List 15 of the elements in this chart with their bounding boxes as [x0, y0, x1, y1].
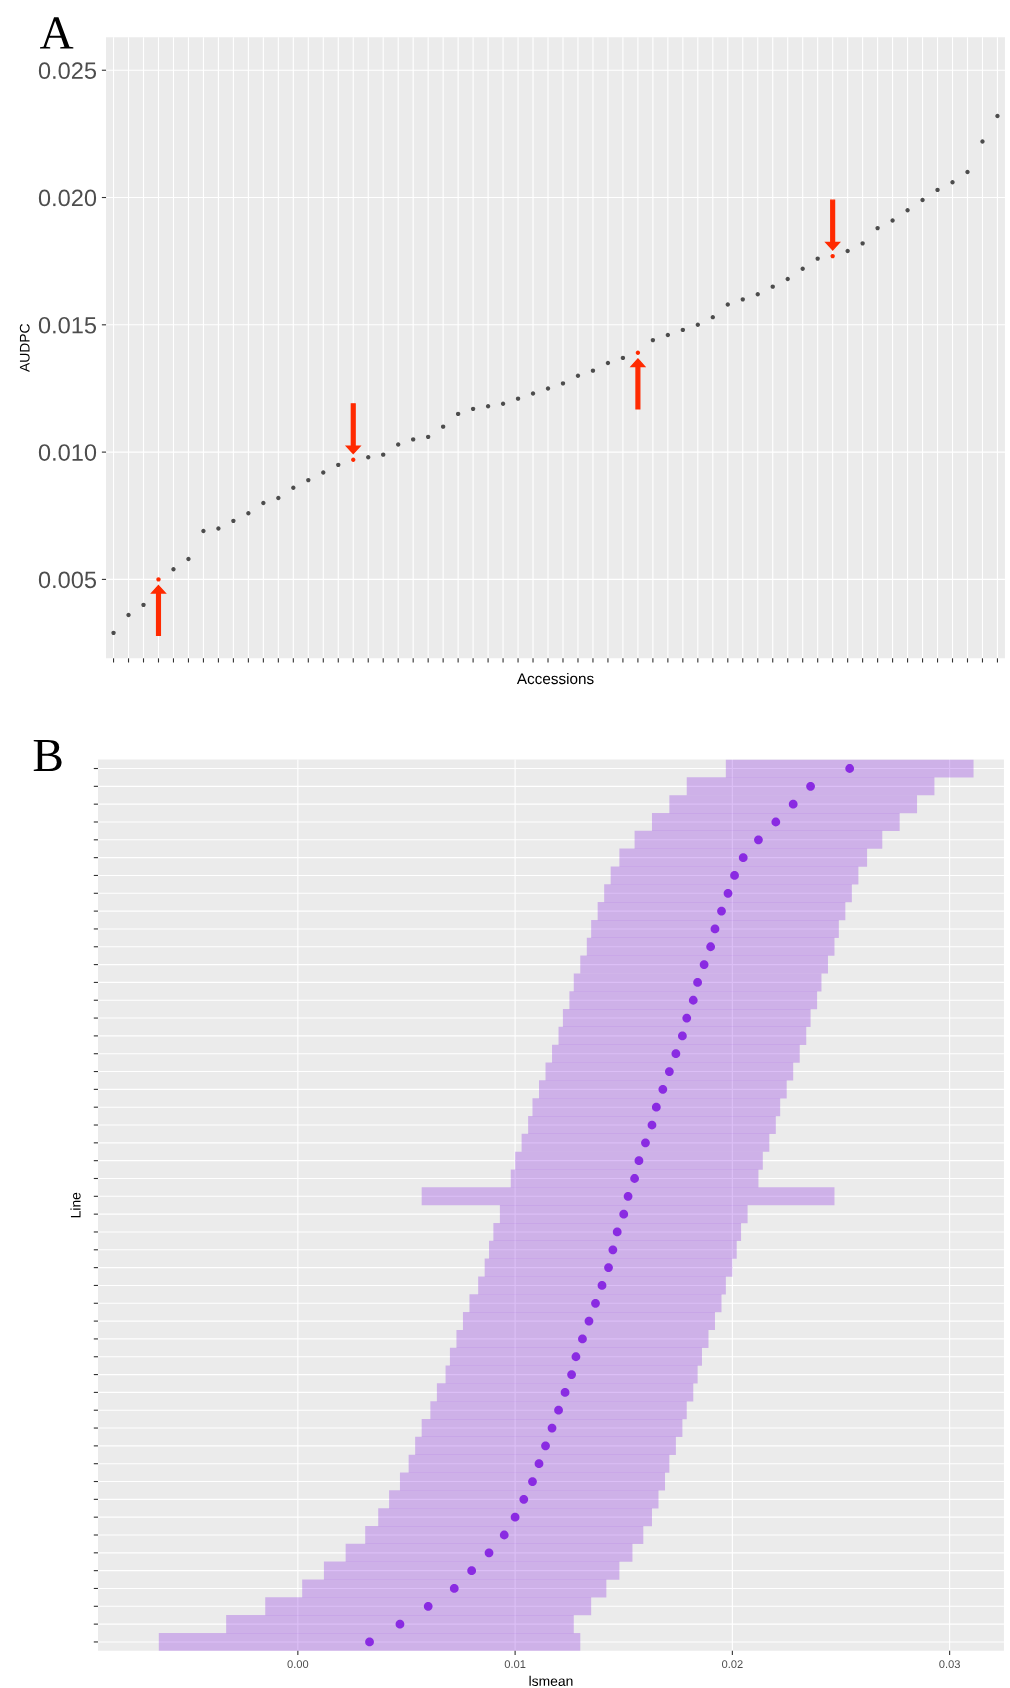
- chart-title: A: [40, 17, 74, 49]
- x-axis-title: lsmean: [529, 1675, 573, 1687]
- y-tick-label: 0.010: [38, 444, 97, 461]
- y-axis-title: AUDPC: [19, 323, 30, 373]
- x-tick-label: 0.02: [721, 1660, 743, 1669]
- y-tick-label: 0.015: [38, 316, 97, 334]
- x-tick-label: 0.01: [504, 1660, 526, 1669]
- y-tick-label: 0.005: [38, 571, 97, 589]
- x-tick-label: 0.03: [939, 1660, 960, 1669]
- y-tick-label: 0.025: [38, 62, 97, 80]
- x-axis-title: Accessions: [516, 672, 594, 685]
- y-tick-label: 0.020: [38, 189, 97, 207]
- chart-title: B: [33, 740, 62, 772]
- y-axis-title: Line: [70, 1192, 81, 1218]
- x-tick-label: 0.00: [287, 1660, 309, 1669]
